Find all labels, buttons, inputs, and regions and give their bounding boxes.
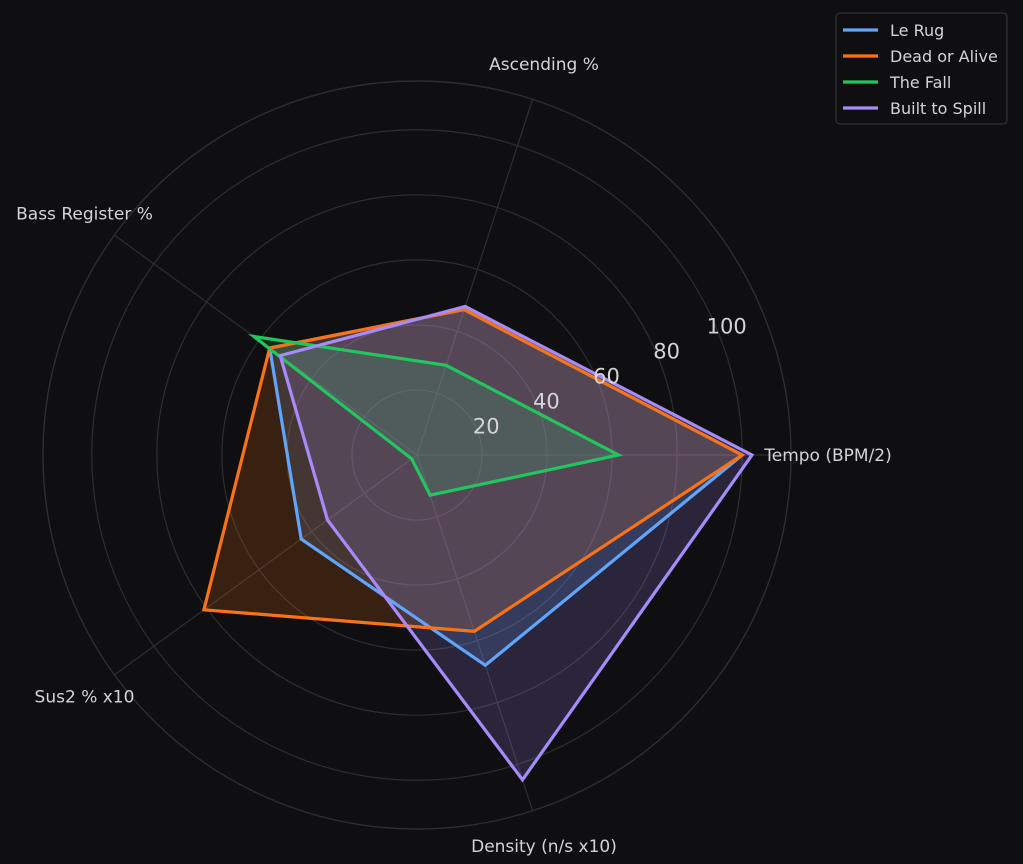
tick-label-40: 40 bbox=[533, 389, 560, 413]
series-line-1 bbox=[201, 307, 746, 633]
axis-label-2: Bass Register % bbox=[16, 204, 153, 224]
radar-series bbox=[201, 304, 755, 783]
legend-label-1: Dead or Alive bbox=[890, 47, 998, 66]
grid-spoke-1 bbox=[416, 99, 534, 456]
legend: Le Rug Dead or Alive The Fall Built to Spil… bbox=[835, 12, 1008, 125]
series-fill-1 bbox=[203, 309, 743, 632]
radial-tick-labels: 20 40 60 80 100 bbox=[473, 315, 747, 439]
axis-labels: Tempo (BPM/2) Ascending % Bass Register % S… bbox=[16, 55, 892, 857]
tick-label-20: 20 bbox=[473, 414, 500, 438]
tick-label-60: 60 bbox=[593, 365, 620, 389]
series-fill-2 bbox=[253, 336, 619, 496]
legend-label-3: Built to Spill bbox=[890, 99, 986, 118]
legend-label-0: Le Rug bbox=[890, 21, 944, 40]
series-line-3 bbox=[278, 304, 755, 783]
axis-label-3: Sus2 % x10 bbox=[35, 688, 135, 708]
grid-spoke-3 bbox=[114, 454, 418, 676]
tick-label-80: 80 bbox=[653, 340, 680, 364]
series-line-2 bbox=[248, 334, 624, 498]
tick-label-100: 100 bbox=[707, 315, 747, 339]
legend-frame bbox=[835, 12, 1008, 125]
axis-label-1: Ascending % bbox=[489, 55, 599, 75]
series-fill-3 bbox=[280, 306, 752, 780]
legend-label-2: The Fall bbox=[889, 73, 951, 92]
axis-label-4: Density (n/s x10) bbox=[471, 837, 617, 857]
axis-label-0: Tempo (BPM/2) bbox=[763, 446, 892, 466]
series-fill-0 bbox=[269, 309, 743, 666]
